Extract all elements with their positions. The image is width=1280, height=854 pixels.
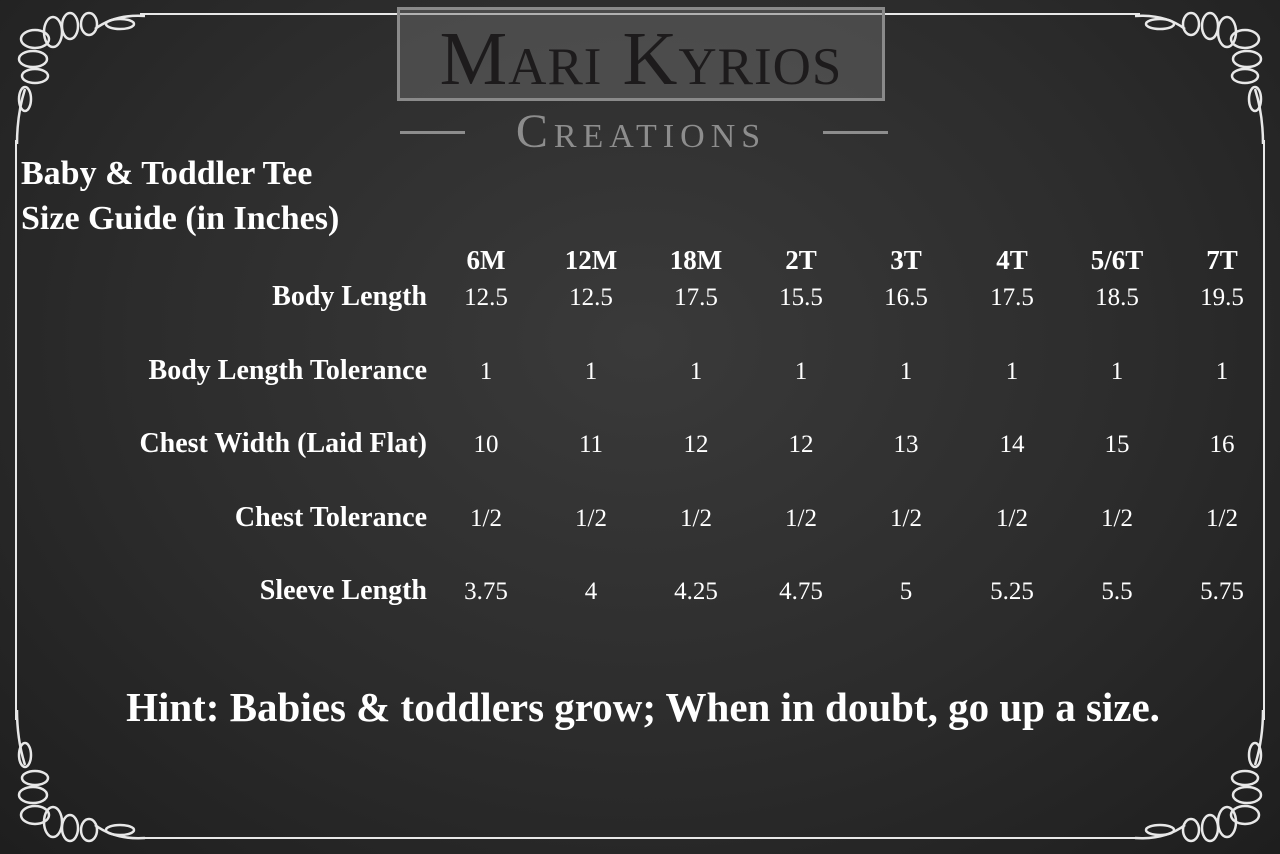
row-label: Body Length <box>272 281 427 312</box>
table-cell: 15.5 <box>779 284 823 311</box>
table-cell: 1/2 <box>575 505 607 532</box>
table-cell: 1/2 <box>1206 505 1238 532</box>
table-cell: 1/2 <box>785 505 817 532</box>
flourish-icon <box>1134 709 1265 843</box>
table-cell: 19.5 <box>1200 284 1244 311</box>
table-cell: 3.75 <box>464 578 508 605</box>
table-cell: 13 <box>893 431 919 458</box>
table-cell: 4.75 <box>779 578 823 605</box>
table-cell: 4.25 <box>674 578 718 605</box>
logo-brand-name: Mari Kyrios <box>439 17 843 101</box>
table-cell: 17.5 <box>674 284 718 311</box>
flourish-icon <box>1134 11 1265 145</box>
column-header-size: 7T <box>1206 245 1238 275</box>
table-cell: 14 <box>999 431 1025 458</box>
table-cell: 5 <box>899 578 913 605</box>
table-cell: 1/2 <box>1101 505 1133 532</box>
table-cell: 1 <box>794 358 808 385</box>
row-label: Body Length Tolerance <box>148 355 427 386</box>
flourish-icon <box>15 11 146 145</box>
logo-dash-left <box>400 131 465 134</box>
table-cell: 5.75 <box>1200 578 1244 605</box>
table-cell: 11 <box>578 431 604 458</box>
table-cell: 1/2 <box>996 505 1028 532</box>
logo-box <box>397 7 885 101</box>
table-cell: 17.5 <box>990 284 1034 311</box>
column-header-size: 5/6T <box>1090 245 1144 275</box>
row-label: Sleeve Length <box>259 575 427 606</box>
table-cell: 1/2 <box>680 505 712 532</box>
row-label: Chest Width (Laid Flat) <box>139 428 427 459</box>
table-cell: 1/2 <box>470 505 502 532</box>
page-title-line2: Size Guide (in Inches) <box>21 200 340 237</box>
table-cell: 10 <box>473 431 499 458</box>
row-label: Chest Tolerance <box>234 502 427 533</box>
table-cell: 1 <box>1215 358 1229 385</box>
table-cell: 5.5 <box>1101 578 1133 605</box>
column-header-size: 3T <box>890 245 922 275</box>
table-cell: 5.25 <box>990 578 1034 605</box>
table-cell: 1 <box>689 358 703 385</box>
logo-dash-right <box>823 131 888 134</box>
column-header-size: 6M <box>466 245 506 275</box>
table-cell: 12 <box>683 431 709 458</box>
column-header-size: 2T <box>785 245 817 275</box>
logo-subtitle: Creations <box>515 105 767 158</box>
table-cell: 4 <box>584 578 598 605</box>
table-cell: 12.5 <box>464 284 508 311</box>
column-header-size: 18M <box>669 245 723 275</box>
table-cell: 1 <box>1110 358 1124 385</box>
column-header-size: 4T <box>996 245 1028 275</box>
table-cell: 12 <box>788 431 814 458</box>
table-cell: 12.5 <box>569 284 613 311</box>
flourish-icon <box>15 709 146 843</box>
column-header-size: 12M <box>564 245 618 275</box>
table-cell: 15 <box>1104 431 1130 458</box>
table-cell: 1 <box>1005 358 1019 385</box>
page-title-line1: Baby & Toddler Tee <box>21 155 313 192</box>
hint-text: Hint: Babies & toddlers grow; When in do… <box>126 684 1160 730</box>
table-cell: 1 <box>479 358 493 385</box>
table-cell: 1 <box>584 358 598 385</box>
table-cell: 16.5 <box>884 284 928 311</box>
table-cell: 1 <box>899 358 913 385</box>
table-cell: 18.5 <box>1095 284 1139 311</box>
table-cell: 16 <box>1209 431 1235 458</box>
table-cell: 1/2 <box>890 505 922 532</box>
